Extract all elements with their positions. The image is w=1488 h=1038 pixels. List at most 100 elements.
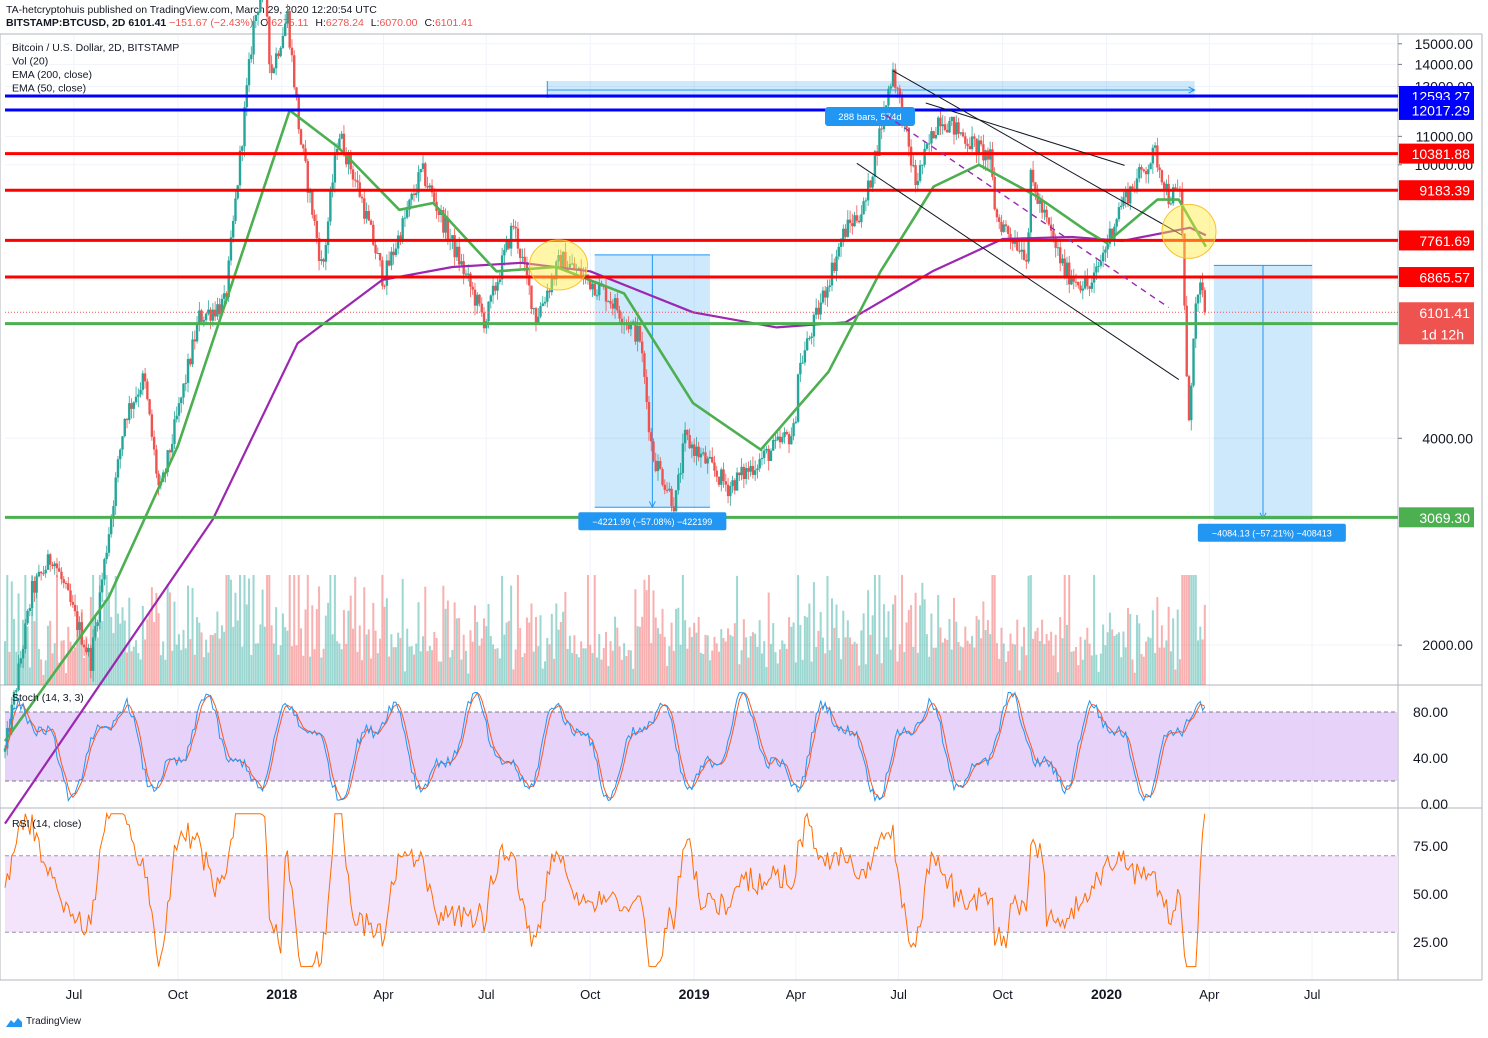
volume-bar — [654, 617, 657, 685]
volume-bar — [1063, 575, 1066, 685]
legend-item: Vol (20) — [12, 56, 48, 68]
volume-bar — [469, 630, 472, 685]
candle-body — [383, 285, 386, 287]
volume-bar — [1126, 607, 1129, 685]
volume-bar — [69, 641, 72, 685]
volume-bar — [257, 643, 260, 685]
volume-bar — [196, 617, 199, 685]
candle-body — [706, 458, 709, 464]
candle-body — [912, 165, 915, 167]
volume-bar — [634, 589, 637, 685]
volume-bar — [1192, 575, 1195, 685]
volume-bar — [808, 603, 811, 685]
volume-bar — [537, 646, 540, 685]
candle-body — [713, 462, 716, 471]
volume-bar — [699, 652, 702, 685]
volume-bar — [742, 619, 745, 685]
volume-bar — [1160, 625, 1163, 685]
candle-body — [1040, 200, 1044, 213]
candle-body — [1020, 249, 1023, 252]
volume-bar — [625, 656, 628, 685]
candle-body — [491, 285, 495, 296]
candle-body — [453, 235, 456, 258]
candle-body — [894, 69, 897, 88]
volume-bar — [209, 634, 212, 685]
volume-bar — [410, 646, 413, 685]
candle-body — [835, 256, 838, 272]
volume-bar — [243, 575, 246, 685]
volume-bar — [159, 655, 162, 685]
volume-bar — [1203, 604, 1206, 685]
volume-bar — [1045, 634, 1048, 685]
volume-bar — [982, 601, 985, 685]
volume-bar — [977, 619, 980, 685]
volume-bar — [397, 632, 400, 685]
low-value: 6070.00 — [379, 17, 418, 29]
stoch-title: Stoch (14, 3, 3) — [12, 692, 84, 704]
volume-bar — [718, 651, 721, 685]
volume-bar — [1169, 651, 1172, 685]
candle-body — [997, 217, 1001, 222]
volume-bar — [189, 639, 192, 685]
volume-bar — [693, 622, 696, 685]
volume-bar — [1199, 626, 1202, 685]
volume-bar — [889, 649, 892, 685]
candle-body — [338, 138, 341, 149]
volume-bar — [236, 620, 239, 685]
candle-body — [1099, 261, 1103, 266]
candle-body — [790, 436, 793, 445]
volume-bar — [614, 616, 617, 685]
candle-body — [125, 418, 129, 421]
volume-bar — [494, 648, 497, 685]
candle-body — [568, 263, 572, 268]
candle-body — [826, 287, 829, 298]
candle-body — [128, 403, 131, 421]
volume-bar — [1075, 647, 1078, 685]
volume-bar — [116, 613, 119, 685]
candle-body — [1038, 200, 1042, 204]
volume-bar — [311, 605, 314, 685]
volume-bar — [336, 641, 339, 685]
volume-bar — [803, 616, 806, 685]
candle-body — [677, 474, 680, 491]
volume-bar — [101, 621, 104, 685]
volume-bar — [110, 616, 113, 685]
volume-bar — [1002, 643, 1005, 685]
volume-bar — [496, 648, 499, 685]
candle-body — [225, 293, 228, 298]
candle-body — [627, 322, 630, 330]
volume-bar — [1059, 617, 1062, 685]
candle-body — [1117, 207, 1121, 220]
volume-bar — [1163, 647, 1166, 685]
volume-bar — [268, 575, 271, 685]
candle-body — [701, 452, 705, 454]
volume-bar — [534, 617, 537, 685]
volume-bar — [417, 602, 420, 685]
candle-body — [8, 728, 11, 732]
volume-bar — [266, 575, 269, 685]
time-tick-label: Jul — [66, 987, 83, 1002]
candle-body — [105, 552, 108, 560]
volume-bar — [1122, 631, 1125, 685]
volume-bar — [833, 627, 836, 685]
volume-bar — [792, 622, 795, 685]
volume-bar — [998, 658, 1001, 685]
volume-bar — [65, 673, 68, 685]
symbol-line: BITSTAMP:BTCUSD, 2D 6101.41 −151.67 (−2.… — [6, 17, 473, 29]
candle-body — [995, 209, 999, 218]
volume-bar — [383, 606, 386, 685]
candle-body — [227, 260, 230, 298]
candle-body — [848, 219, 852, 224]
candle-body — [1192, 338, 1195, 386]
candle-body — [1097, 265, 1100, 267]
volume-bar — [869, 634, 872, 685]
candle-body — [1131, 186, 1134, 189]
volume-bar — [941, 642, 944, 685]
volume-bar — [505, 622, 508, 685]
volume-bar — [781, 640, 784, 685]
volume-bar — [645, 590, 648, 685]
candle-body — [665, 489, 669, 491]
volume-bar — [318, 586, 321, 685]
candle-body — [234, 198, 237, 221]
